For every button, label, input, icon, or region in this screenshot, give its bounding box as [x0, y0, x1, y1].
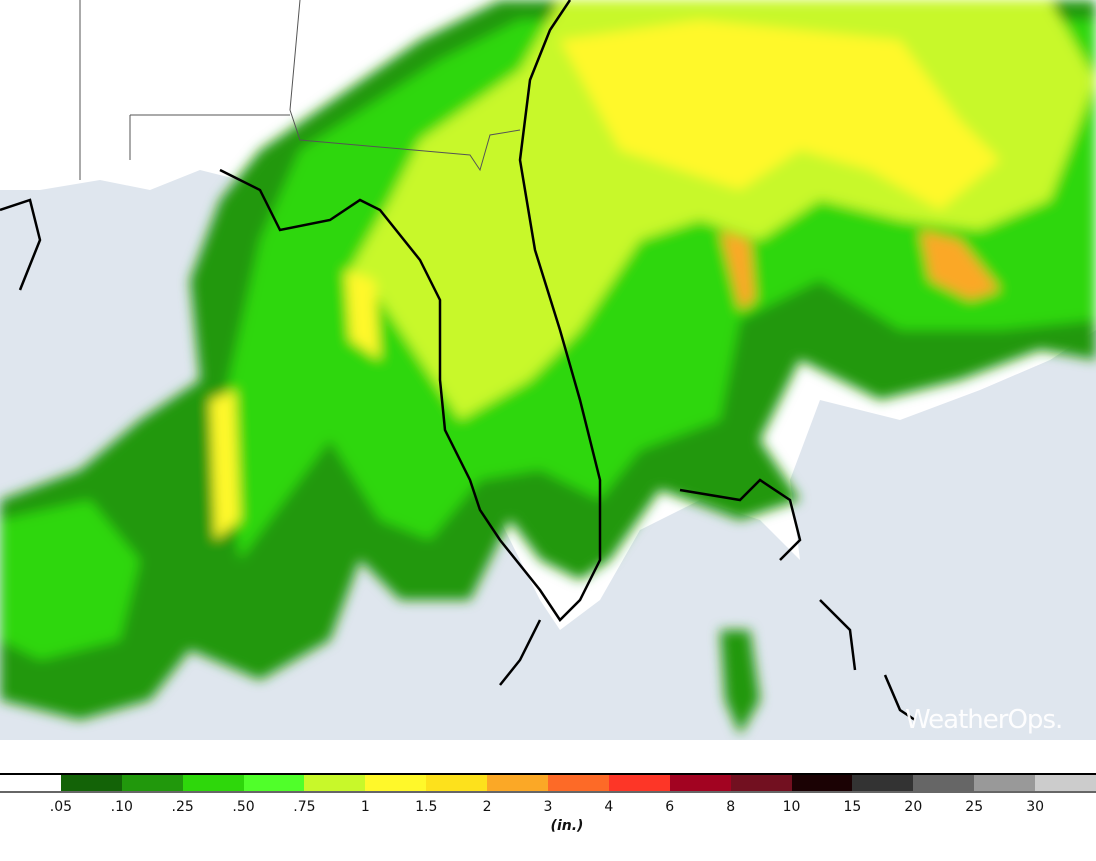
legend-tick-label: 1 — [360, 799, 370, 815]
legend-swatch — [121, 775, 183, 791]
legend-tick-label: 15 — [843, 799, 862, 815]
legend-swatch — [365, 775, 427, 791]
legend-tick-label: 25 — [965, 799, 984, 815]
legend-tick-label: 2 — [482, 799, 492, 815]
legend-tick-label: 20 — [904, 799, 923, 815]
legend-tick-label: 30 — [1026, 799, 1045, 815]
legend-tick-label: .50 — [232, 799, 255, 815]
legend-swatch — [608, 775, 670, 791]
precip-field — [0, 0, 1096, 735]
legend-swatch — [304, 775, 366, 791]
state-borders — [79, 0, 521, 180]
legend-tick-label: 1.5 — [415, 799, 438, 815]
legend-swatch — [243, 775, 305, 791]
legend-tick-label: 4 — [604, 799, 614, 815]
legend-tick-label: 6 — [665, 799, 675, 815]
legend-swatch — [182, 775, 244, 791]
legend-tick-label: 3 — [543, 799, 553, 815]
legend-swatch — [0, 775, 61, 791]
precipitation-map — [0, 0, 1096, 740]
legend-swatch — [852, 775, 914, 791]
legend-tick-label: .25 — [171, 799, 194, 815]
legend-swatch — [730, 775, 792, 791]
legend-tick-label: 8 — [726, 799, 736, 815]
legend-swatch — [548, 775, 609, 791]
weatherops-logo: WeatherOps. — [905, 705, 1063, 735]
legend-tick-label: 10 — [782, 799, 801, 815]
legend-swatch — [791, 775, 853, 791]
legend-swatch — [974, 775, 1036, 791]
legend-tick-label: .10 — [110, 799, 133, 815]
legend-swatch — [669, 775, 731, 791]
legend-swatch — [426, 775, 488, 791]
legend-swatch — [1035, 775, 1096, 791]
legend-tick-label: .05 — [49, 799, 73, 815]
legend-swatch — [487, 775, 549, 791]
legend-unit: (in.) — [550, 818, 584, 834]
legend-tick-label: .75 — [293, 799, 316, 815]
legend-swatch — [60, 775, 122, 791]
legend-swatch — [913, 775, 975, 791]
coastlines — [0, 0, 916, 722]
precipitation-legend — [0, 773, 1096, 793]
